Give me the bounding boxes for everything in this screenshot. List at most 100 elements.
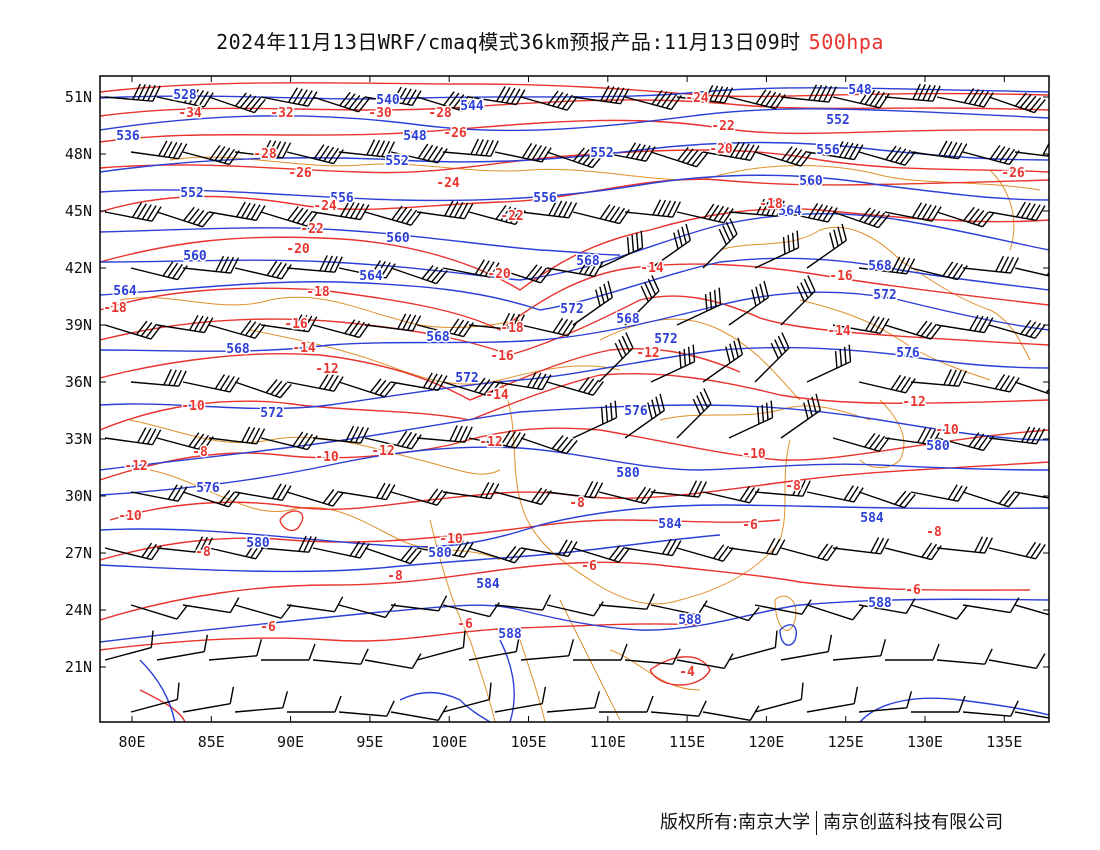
wind-barb bbox=[806, 686, 859, 713]
wind-barb bbox=[806, 344, 852, 383]
wind-barb bbox=[624, 89, 682, 111]
temperature-label: -18 bbox=[103, 301, 127, 316]
x-tick-label: 115E bbox=[669, 733, 705, 751]
wind-barb bbox=[390, 372, 448, 392]
height-label: 568 bbox=[576, 254, 600, 269]
wind-barb bbox=[156, 634, 209, 661]
wind-barb bbox=[936, 314, 994, 334]
wind-barb bbox=[936, 206, 994, 228]
wind-barb bbox=[182, 144, 240, 166]
height-label: 560 bbox=[183, 249, 207, 264]
y-axis: 51N 48N 45N 42N 39N 36N 33N 30N 27N 24N 21N bbox=[65, 88, 1049, 676]
x-tick-label: 85E bbox=[198, 733, 225, 751]
temperature-label: -10 bbox=[439, 532, 463, 547]
temperature-contours bbox=[100, 82, 1049, 722]
wind-barb bbox=[156, 88, 214, 108]
height-label: 584 bbox=[658, 517, 682, 532]
temperature-label: -6 bbox=[742, 518, 758, 533]
wind-barb bbox=[494, 686, 547, 713]
temperature-label: -34 bbox=[178, 106, 202, 121]
wind-barb bbox=[364, 430, 422, 450]
height-labels: 528 536 540 544 548 548 552 552 552 552 556 556 556 5… bbox=[112, 82, 952, 644]
wind-barb bbox=[364, 653, 422, 670]
wind-barb bbox=[416, 425, 473, 443]
temperature-label: -6 bbox=[581, 559, 597, 574]
wind-barb bbox=[286, 373, 344, 392]
wind-barb bbox=[962, 597, 1020, 614]
temperature-label: -10 bbox=[935, 423, 959, 438]
wind-barb bbox=[312, 201, 370, 221]
x-tick-label: 80E bbox=[118, 733, 145, 751]
wind-barb bbox=[1014, 604, 1049, 619]
wind-barb bbox=[624, 199, 682, 218]
wind-barb bbox=[572, 204, 630, 225]
wind-barb bbox=[468, 430, 526, 449]
temperature-labels: -34 -32 -30 -28-26-28-26-24-24-22-22-20-20-… bbox=[102, 90, 1027, 682]
wind-barb bbox=[338, 260, 396, 279]
wind-barb bbox=[182, 255, 240, 274]
wind-barb bbox=[130, 261, 188, 281]
wind-barb bbox=[468, 204, 526, 226]
temperature-label: -26 bbox=[288, 166, 312, 181]
height-label: 564 bbox=[113, 284, 137, 299]
wind-barb bbox=[806, 223, 847, 269]
wind-barb bbox=[832, 432, 890, 452]
wind-barb bbox=[832, 207, 890, 229]
wind-barb bbox=[572, 85, 630, 105]
height-label: 584 bbox=[860, 511, 884, 526]
x-tick-label: 90E bbox=[277, 733, 304, 751]
wind-barb bbox=[728, 630, 778, 661]
wind-barb bbox=[234, 139, 292, 159]
wind-barb bbox=[624, 275, 660, 326]
wind-barb bbox=[598, 142, 656, 162]
wind-barb bbox=[546, 481, 604, 499]
temperature-label: -8 bbox=[387, 569, 403, 584]
temperature-label: -8 bbox=[785, 479, 801, 494]
wind-barb bbox=[468, 312, 526, 331]
wind-barb bbox=[260, 87, 318, 107]
height-label: 528 bbox=[173, 88, 197, 103]
wind-barb bbox=[546, 691, 601, 713]
plot-frame bbox=[99, 75, 1050, 723]
wind-barb bbox=[676, 388, 712, 439]
wind-barb bbox=[624, 538, 682, 557]
wind-barb bbox=[390, 143, 448, 164]
temperature-label: -22 bbox=[300, 222, 323, 237]
wind-barb bbox=[832, 315, 890, 335]
wind-barb bbox=[858, 691, 913, 713]
wind-barb bbox=[754, 230, 800, 269]
temperature-label: -12 bbox=[124, 459, 147, 474]
y-tick-label: 42N bbox=[65, 259, 92, 277]
wind-barb bbox=[702, 337, 743, 383]
footer-separator bbox=[816, 811, 818, 835]
wind-barb bbox=[286, 144, 344, 165]
height-label: 556 bbox=[330, 191, 354, 206]
wind-barb bbox=[546, 601, 604, 617]
height-label: 572 bbox=[560, 302, 583, 317]
wind-barb bbox=[130, 604, 188, 620]
height-label: 544 bbox=[460, 99, 484, 114]
temperature-label: -6 bbox=[905, 583, 921, 598]
wind-barb bbox=[390, 265, 448, 285]
wind-barb bbox=[208, 639, 263, 661]
wind-barb bbox=[910, 261, 968, 281]
temperature-label: -16 bbox=[284, 317, 308, 332]
temperature-label: -12 bbox=[315, 362, 338, 377]
wind-barb bbox=[780, 203, 838, 223]
wind-barb bbox=[858, 145, 916, 166]
wind-barb bbox=[988, 319, 1046, 339]
temperature-label: -26 bbox=[1001, 166, 1025, 181]
wind-barb bbox=[936, 88, 994, 108]
wind-barb bbox=[728, 280, 769, 326]
wind-barb bbox=[676, 84, 734, 104]
temperature-label: -28 bbox=[253, 147, 277, 162]
temperature-label: -24 bbox=[313, 199, 337, 214]
wind-barb bbox=[1014, 139, 1049, 159]
height-label: 548 bbox=[403, 129, 427, 144]
temperature-label: -22 bbox=[711, 119, 734, 134]
wind-barb bbox=[858, 598, 916, 615]
wind-barb bbox=[599, 695, 654, 713]
wind-barb bbox=[364, 205, 422, 226]
wind-barb bbox=[494, 143, 552, 163]
